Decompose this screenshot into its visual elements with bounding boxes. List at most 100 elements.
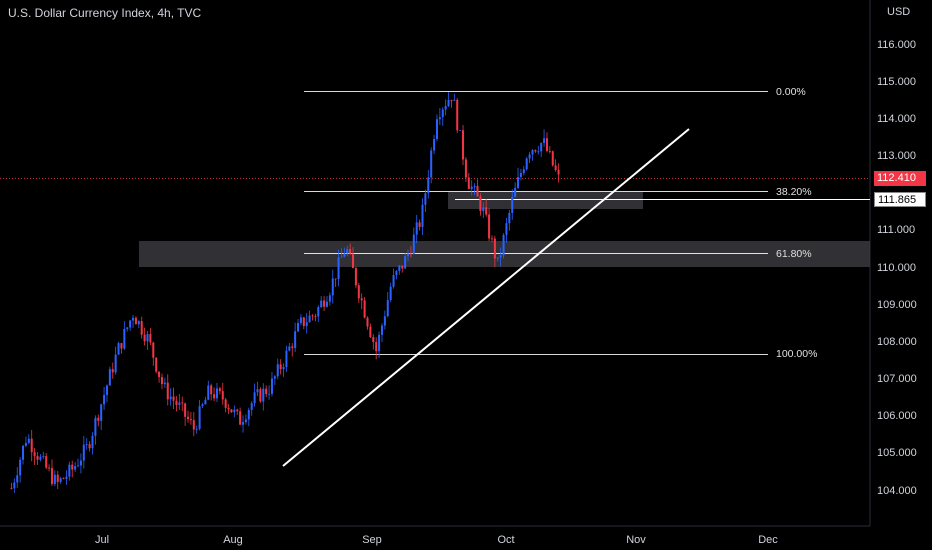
- candle-body: [108, 369, 111, 386]
- candle-body: [340, 256, 343, 258]
- candle-body: [36, 455, 39, 460]
- candle-body: [204, 399, 207, 405]
- candle-body: [192, 420, 195, 430]
- candle-body: [59, 478, 62, 482]
- candle-body: [337, 257, 340, 280]
- y-tick-label: 104.000: [877, 485, 917, 497]
- candle-body: [224, 399, 227, 408]
- candle-body: [548, 150, 551, 152]
- candle-body: [514, 187, 517, 197]
- candle-body: [227, 407, 230, 410]
- candle-body: [496, 257, 499, 259]
- candle-body: [114, 354, 117, 373]
- candle-body: [305, 322, 308, 327]
- y-tick-label: 106.000: [877, 410, 917, 422]
- chart-title: U.S. Dollar Currency Index, 4h, TVC: [8, 6, 202, 20]
- candle-body: [404, 256, 407, 269]
- candle-body: [325, 301, 328, 307]
- currency-label: USD: [887, 6, 911, 18]
- candle-body: [537, 151, 540, 153]
- candle-body: [184, 403, 187, 417]
- candle-body: [195, 428, 198, 430]
- candle-body: [508, 212, 511, 224]
- candle-body: [172, 396, 175, 401]
- candle-body: [50, 468, 53, 484]
- candle-body: [178, 402, 181, 405]
- trend-line: [282, 128, 690, 467]
- y-tick-label: 113.000: [877, 150, 916, 162]
- candle-body: [525, 158, 528, 170]
- candle-body: [233, 409, 236, 413]
- candle-body: [485, 207, 488, 215]
- candle-body: [120, 343, 123, 349]
- candle-body: [201, 404, 204, 407]
- candle-body: [187, 416, 190, 420]
- candle-body: [105, 385, 108, 395]
- candle-body: [22, 445, 25, 460]
- candle-body: [453, 99, 456, 101]
- candle-body: [366, 317, 369, 327]
- candle-body: [354, 268, 357, 286]
- candle-body: [77, 465, 80, 467]
- candle-body: [123, 328, 126, 349]
- candle-body: [380, 325, 383, 335]
- candle-body: [505, 223, 508, 236]
- candle-body: [276, 364, 279, 377]
- candle-body: [554, 165, 557, 170]
- candle-body: [91, 435, 94, 449]
- candle-body: [551, 151, 554, 166]
- candle-body: [244, 419, 247, 423]
- crosshair-price-tag: 111.865: [874, 192, 926, 207]
- candle-body: [297, 323, 300, 332]
- candle-body: [27, 438, 30, 443]
- candle-body: [42, 456, 45, 457]
- candle-body: [253, 392, 256, 404]
- y-tick-label: 105.000: [877, 447, 917, 459]
- candle-body: [163, 382, 166, 385]
- candle-body: [372, 337, 375, 342]
- candle-body: [111, 369, 114, 373]
- candle-body: [10, 488, 13, 489]
- y-tick-label: 111.000: [877, 224, 916, 236]
- candle-body: [129, 320, 132, 328]
- candle-body: [160, 377, 163, 385]
- candle-body: [430, 150, 433, 178]
- candle-body: [30, 438, 33, 453]
- candle-body: [16, 475, 19, 483]
- candle-body: [517, 176, 520, 188]
- candle-body: [155, 357, 158, 372]
- candle-body: [88, 444, 91, 449]
- candle-body: [511, 196, 514, 213]
- candle-body: [522, 169, 525, 174]
- candle-body: [288, 346, 291, 351]
- candle-body: [412, 234, 415, 254]
- candle-body: [369, 326, 372, 338]
- candle-body: [294, 331, 297, 348]
- candle-body: [143, 334, 146, 342]
- candle-body: [444, 106, 447, 110]
- fib-level-label: 38.20%: [776, 186, 812, 198]
- candle-body: [427, 177, 430, 194]
- candle-body: [438, 117, 441, 120]
- candle-body: [470, 186, 473, 189]
- candle-body: [247, 409, 250, 420]
- candle-body: [39, 456, 42, 460]
- candle-body: [71, 464, 74, 470]
- candle-body: [320, 300, 323, 308]
- candle-body: [198, 406, 201, 429]
- candle-body: [79, 460, 82, 466]
- candle-body: [328, 295, 331, 302]
- candle-body: [357, 285, 360, 299]
- candle-body: [540, 143, 543, 152]
- candle-body: [103, 394, 106, 405]
- candle-body: [166, 382, 169, 400]
- candle-body: [433, 139, 436, 151]
- y-tick-label: 116.000: [877, 39, 916, 51]
- candle-body: [215, 388, 218, 399]
- candle-body: [48, 467, 51, 469]
- candle-body: [334, 278, 337, 280]
- fib-level-label: 61.80%: [776, 248, 812, 260]
- candle-body: [557, 169, 560, 175]
